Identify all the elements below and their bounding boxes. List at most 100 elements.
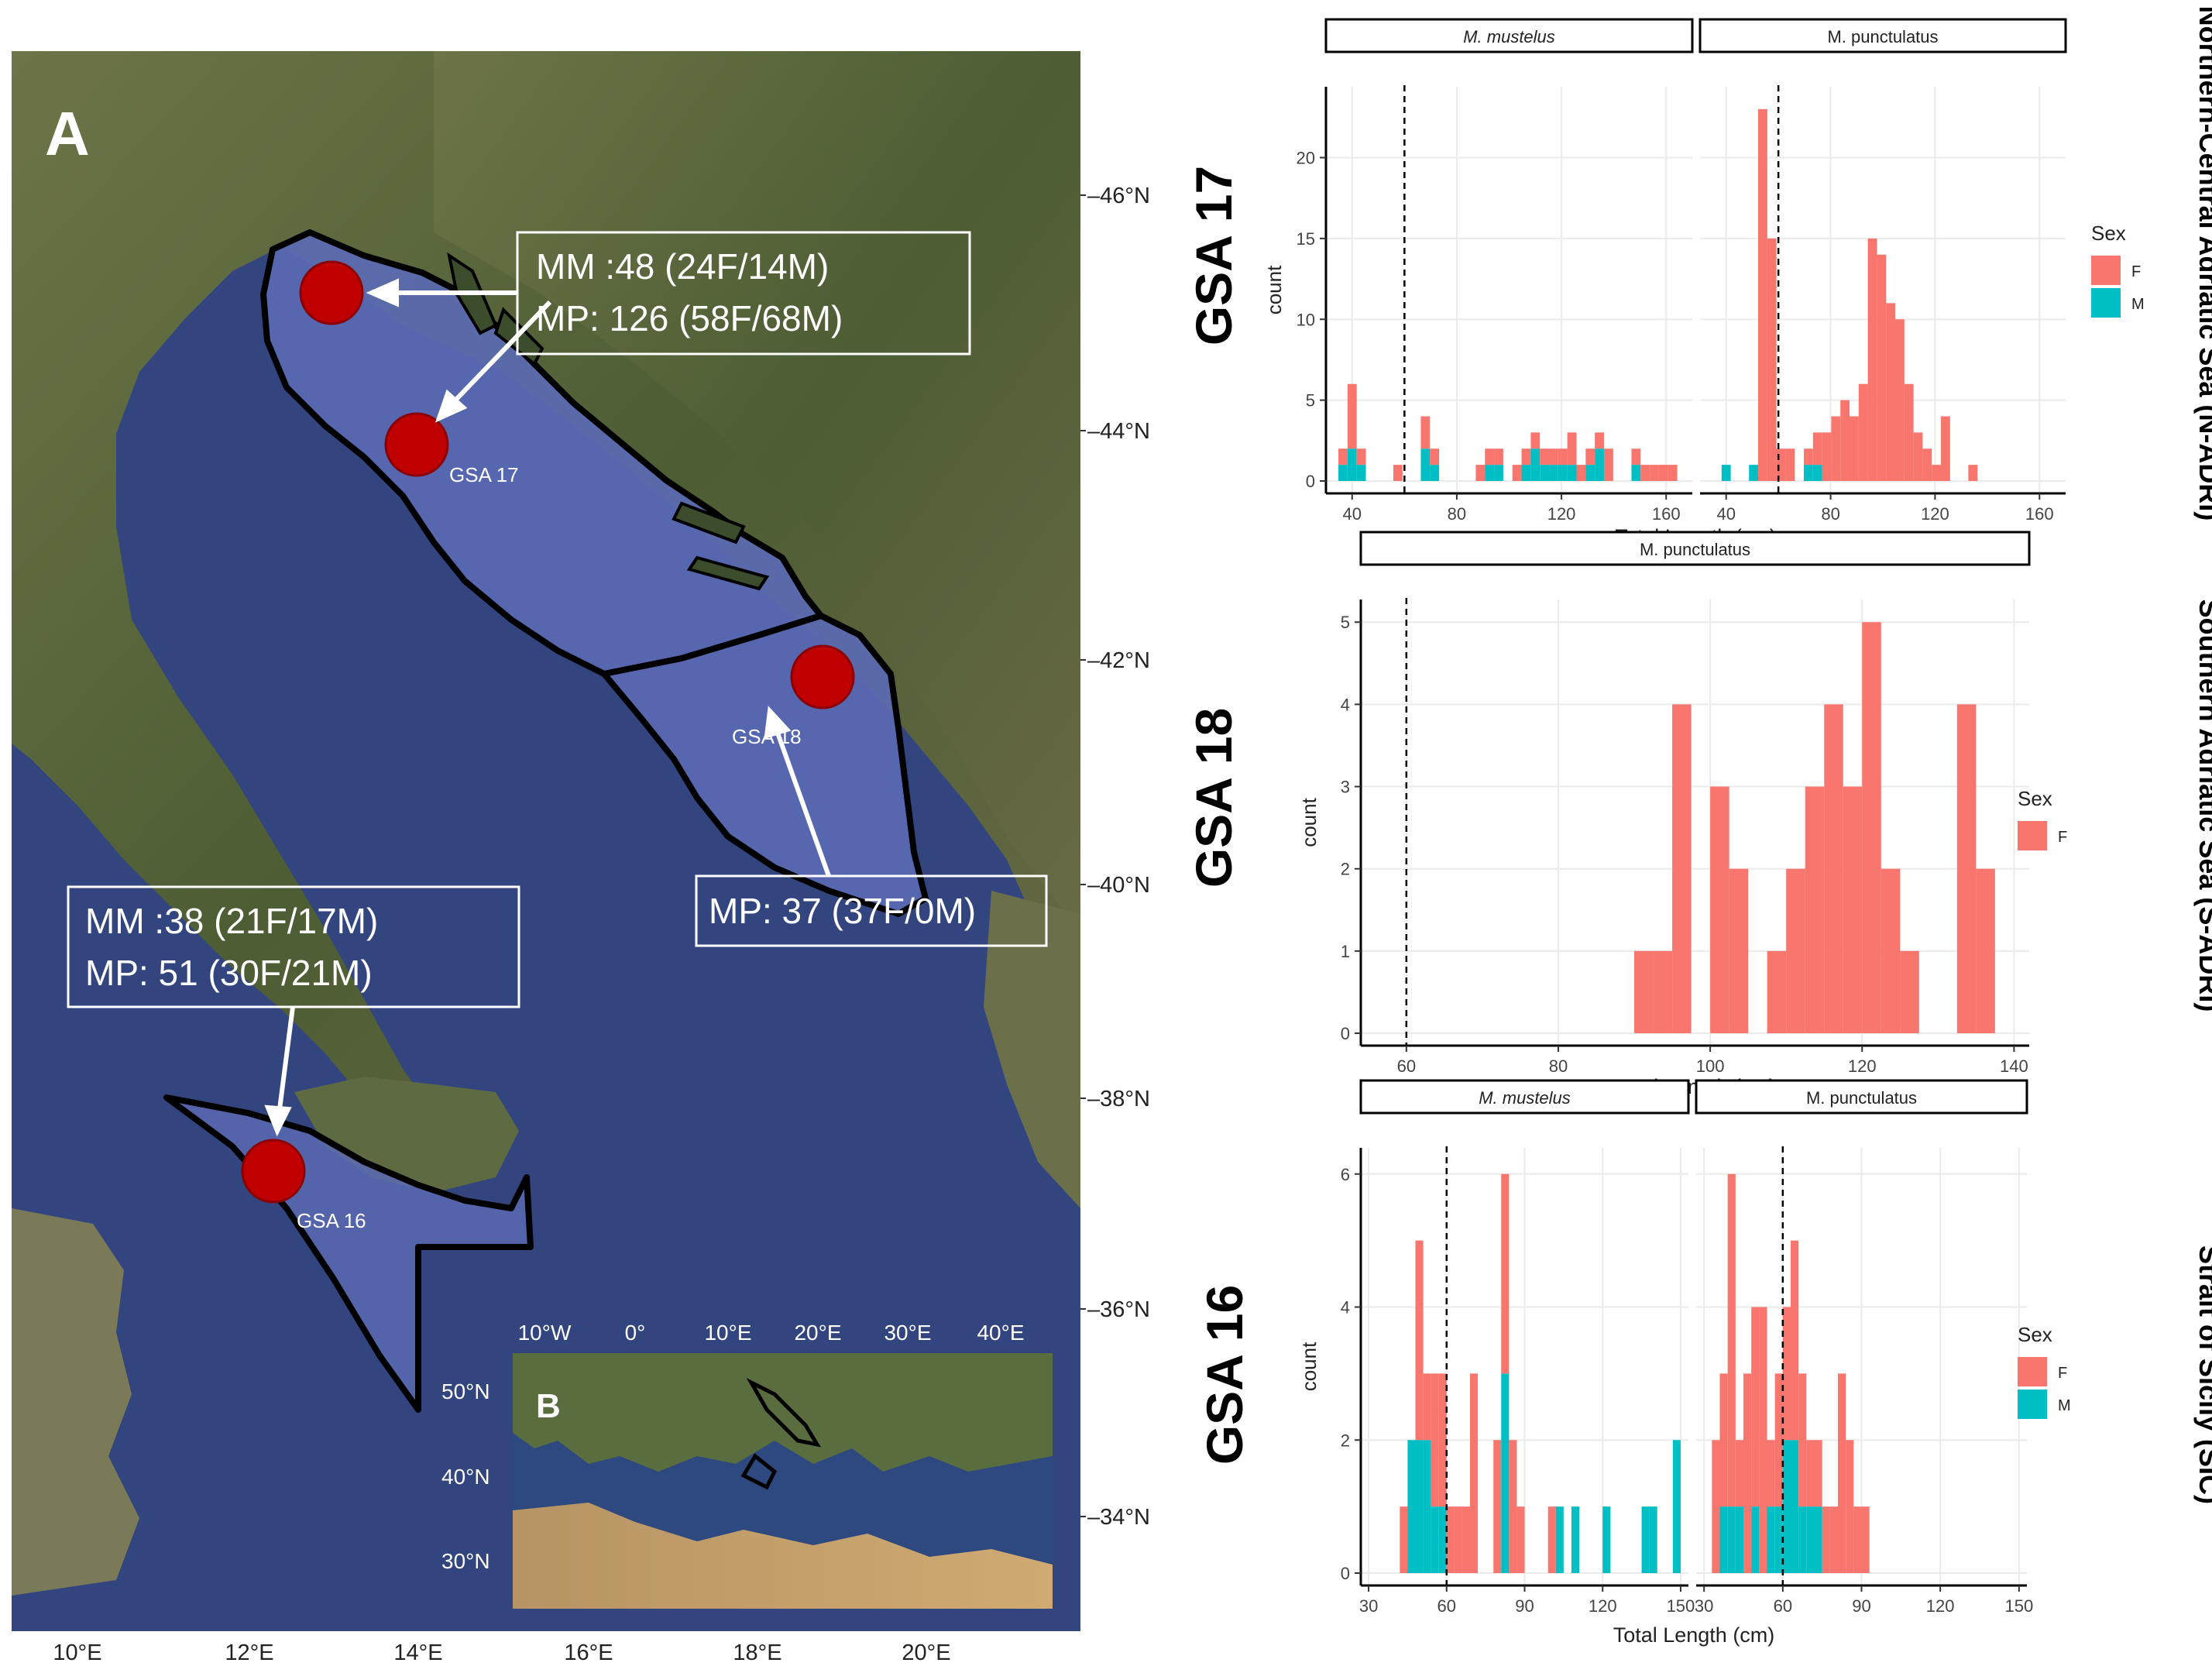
bar-male [1356,465,1366,481]
lat-label: –44°N [1087,419,1150,444]
bar-female [1862,622,1881,1033]
bar-female [1895,319,1905,481]
site-marker-gsa17[interactable] [384,412,449,477]
bar-male [1774,1506,1783,1573]
bar-female [1881,868,1901,1033]
region-label: GSA 18 [1185,708,1242,888]
bar-female [1767,1440,1775,1507]
inset-land-africa [513,1503,1053,1609]
bar-female [1712,1440,1720,1573]
legend-label: M [2131,296,2145,313]
bar-male [1595,448,1604,481]
histogram-figure: GSA 17 Northern-Central Adriatic Sea (N-A… [1185,6,2212,548]
bar-male [1782,1440,1791,1573]
y-axis-label: count [1297,1341,1321,1391]
y-axis-label: count [1297,797,1321,847]
bar-female [1521,448,1531,465]
x-tick-label: 30 [1695,1596,1713,1616]
bar-female [1640,465,1650,481]
bar-female [1900,950,1919,1033]
facet-title: M. punctulatus [1806,1088,1917,1108]
facet-strip [1359,531,2031,566]
legend: Sex FM [2018,1323,2071,1419]
region-label: GSA 17 [1185,166,1242,345]
histogram-panels: GSA 17 Northern-Central Adriatic Sea (N-A… [1185,6,2212,1647]
bar-male [1438,1506,1447,1573]
x-tick-label: 140 [2000,1056,2028,1076]
bar-female [1347,383,1357,449]
bar-female [1462,1506,1470,1573]
bar-female [1791,1240,1799,1441]
x-tick-label: 80 [1821,504,1839,524]
y-tick-label: 5 [1306,391,1315,411]
map-latitude-labels: –46°N –44°N –42°N –40°N –38°N –36°N –34°N [1080,184,1150,1530]
bar-female [1804,448,1813,465]
facet-strip [1359,1079,1690,1115]
bar-female [1454,1506,1462,1573]
legend: Sex F [2018,787,2067,850]
bar-female [1785,448,1795,481]
bar-male [1751,1506,1760,1573]
inset-lat-label: 50°N [441,1379,490,1403]
bar-female [1806,1440,1815,1507]
histogram-figure: GSA 16 Strait of Sicily (SIC) count Total L… [1196,1079,2212,1647]
land-africa [12,1208,139,1596]
legend-title: Sex [2018,787,2052,810]
bar-female [1956,704,1977,1033]
inset-lat-label: 30°N [441,1549,490,1573]
bar-female [1658,465,1668,481]
bar-female [1719,1373,1728,1507]
bar-male [1814,1506,1822,1573]
legend-swatch [2091,256,2121,285]
facet-title: M. punctulatus [1640,540,1750,559]
y-tick-label: 0 [1341,1024,1350,1043]
inset-lon-label: 40°E [977,1321,1024,1345]
x-tick-label: 90 [1515,1596,1534,1616]
bar-female [1710,786,1729,1033]
bar-male [1430,465,1440,481]
lon-label: 20°E [902,1640,950,1665]
inset-longitude-labels: 10°W 0° 10°E 20°E 30°E 40°E [518,1321,1025,1345]
inset-latitude-labels: 50°N 40°N 30°N [441,1379,490,1573]
y-tick-label: 20 [1297,149,1315,168]
facet-strip [1698,18,2067,53]
bar-female [1932,465,1942,481]
bar-male [1415,1440,1424,1573]
bar-female [1415,1240,1424,1441]
bar-male [1558,465,1568,481]
y-tick-label: 6 [1341,1165,1350,1184]
bar-female [1767,950,1787,1033]
y-tick-label: 15 [1297,229,1315,249]
y-tick-label: 2 [1341,860,1350,879]
x-tick-label: 60 [1774,1596,1792,1616]
facet-title: M. mustelus [1463,27,1555,46]
bar-male [1555,1506,1564,1573]
bar-female [1922,448,1932,481]
bar-female [1493,1440,1502,1573]
bar-female [1501,1173,1510,1374]
region-gsa16 [163,1094,534,1413]
legend-title: Sex [2091,222,2126,245]
bar-female [1576,465,1586,481]
site-marker-gsa18[interactable] [790,644,855,709]
bar-male [1501,1373,1510,1573]
y-axis-label: count [1262,265,1286,314]
bar-female [1786,868,1805,1033]
legend-label: M [2058,1397,2071,1414]
bar-female [1831,416,1841,481]
bar-male [1407,1440,1416,1573]
bar-male [1585,465,1595,481]
bar-female [1861,1506,1870,1573]
legend-title: Sex [2018,1323,2052,1346]
bar-female [1431,1373,1439,1507]
site-marker-north[interactable] [299,260,364,325]
bar-male [1521,465,1531,481]
bar-female [1805,786,1825,1033]
site-marker-gsa16[interactable] [241,1139,306,1204]
bar-female [1516,1506,1525,1573]
lon-label: 10°E [53,1640,101,1665]
lat-label: –34°N [1087,1505,1150,1530]
bar-female [1824,704,1843,1033]
x-tick-label: 80 [1448,504,1466,524]
